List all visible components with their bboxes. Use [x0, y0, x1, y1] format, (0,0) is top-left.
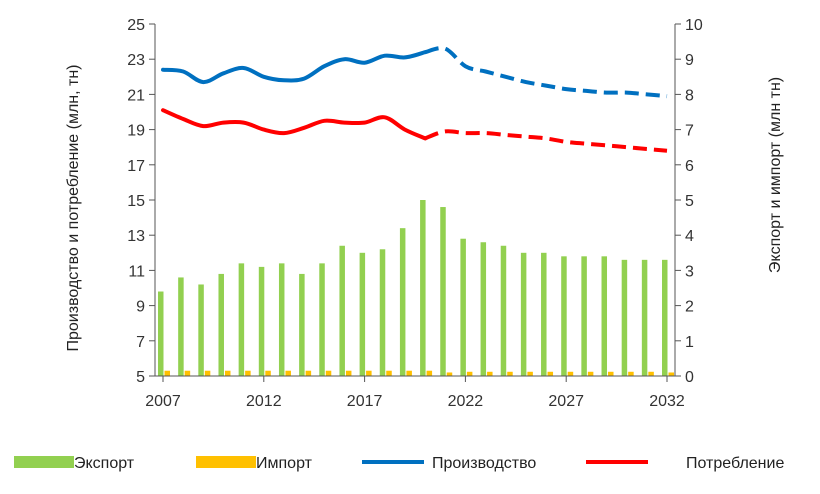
right-tick-label: 0 — [685, 369, 694, 386]
right-tick-label: 3 — [685, 263, 694, 280]
bars-layer — [158, 200, 674, 376]
left-tick-label: 9 — [136, 299, 145, 316]
import-bar — [204, 370, 211, 376]
right-tick-label: 2 — [685, 299, 694, 316]
right-tick-label: 8 — [685, 87, 694, 104]
left-tick-label: 5 — [136, 369, 145, 386]
import-bar — [446, 372, 453, 376]
export-bar — [440, 207, 446, 376]
import-bar — [265, 370, 271, 376]
import-bar — [527, 371, 533, 376]
left-tick-label: 7 — [136, 334, 145, 351]
consumption-line-forecast — [424, 129, 668, 153]
import-bar — [628, 371, 634, 376]
legend-production-label: Производство — [432, 455, 536, 472]
export-bar — [158, 291, 164, 376]
left-tick-label: 21 — [127, 87, 145, 104]
export-bar — [218, 273, 224, 376]
export-bar — [520, 252, 527, 376]
x-tick-label: 2022 — [448, 393, 484, 410]
export-bar — [299, 273, 305, 376]
export-bar — [581, 256, 587, 376]
legend-export-label: Экспорт — [74, 455, 135, 472]
export-bar — [359, 252, 366, 376]
import-bar — [426, 370, 433, 376]
left-tick-label: 19 — [127, 123, 145, 140]
import-bar — [184, 370, 191, 376]
right-tick-label: 10 — [685, 17, 703, 34]
right-tick-label: 9 — [685, 52, 694, 69]
import-bar — [285, 370, 291, 376]
legend-import-label: Импорт — [256, 455, 313, 472]
import-bar — [547, 371, 554, 376]
production-line-actual — [161, 50, 428, 85]
x-tick-label: 2027 — [548, 393, 584, 410]
x-tick-label: 2017 — [347, 393, 383, 410]
export-bar — [561, 256, 567, 376]
export-bar — [621, 259, 628, 376]
left-tick-label: 15 — [127, 193, 145, 210]
right-axis-title: Экспорт и импорт (млн тн) — [767, 77, 784, 273]
left-tick-label: 25 — [127, 17, 145, 34]
export-bar — [178, 277, 184, 376]
import-bar — [608, 371, 614, 376]
export-bar — [601, 256, 608, 376]
right-tick-label: 6 — [685, 158, 694, 175]
import-bar — [366, 370, 372, 376]
export-bar — [339, 245, 345, 376]
x-tick-label: 2012 — [246, 393, 282, 410]
import-bar — [648, 371, 654, 376]
consumption-line-actual — [161, 108, 428, 141]
left-axis-title: Производство и потребление (млн, тн) — [65, 65, 82, 352]
legend-export-swatch — [14, 456, 74, 468]
right-tick-label: 7 — [685, 123, 694, 140]
export-bar — [319, 263, 325, 376]
export-bar — [278, 263, 285, 376]
export-bar — [541, 252, 547, 376]
export-bar — [379, 249, 386, 376]
import-bar — [305, 370, 312, 376]
import-bar — [386, 370, 392, 376]
export-bar — [198, 284, 204, 376]
import-bar — [164, 370, 170, 376]
legend-consumption-label: Потребление — [686, 455, 784, 472]
export-bar — [662, 259, 668, 376]
left-tick-label: 13 — [127, 228, 145, 245]
import-bar — [245, 370, 251, 376]
export-bar — [399, 228, 406, 376]
right-tick-label: 1 — [685, 334, 694, 351]
import-bar — [567, 371, 574, 376]
import-bar — [487, 371, 493, 376]
export-bar — [480, 242, 487, 376]
x-tick-label: 2007 — [145, 393, 181, 410]
production-line-forecast — [424, 46, 668, 99]
import-bar — [466, 371, 473, 376]
legend: Экспорт Импорт Производство Потребление — [14, 455, 784, 472]
import-bar — [507, 371, 513, 376]
export-bar — [238, 263, 245, 376]
import-bar — [668, 372, 674, 376]
import-bar — [325, 370, 332, 376]
export-bar — [641, 259, 648, 376]
right-tick-label: 5 — [685, 193, 694, 210]
import-bar — [587, 371, 594, 376]
export-bar — [460, 238, 466, 376]
import-bar — [345, 370, 352, 376]
left-tick-label: 11 — [128, 263, 145, 280]
lines-layer — [161, 46, 668, 153]
export-bar — [258, 266, 265, 376]
export-bar — [500, 245, 507, 376]
import-bar — [406, 370, 412, 376]
x-tick-label: 2032 — [649, 393, 685, 410]
import-bar — [224, 370, 231, 376]
legend-import-swatch — [196, 456, 256, 468]
right-tick-label: 4 — [685, 228, 694, 245]
export-bar — [420, 200, 426, 376]
left-tick-label: 17 — [127, 158, 145, 175]
left-tick-label: 23 — [127, 52, 145, 69]
